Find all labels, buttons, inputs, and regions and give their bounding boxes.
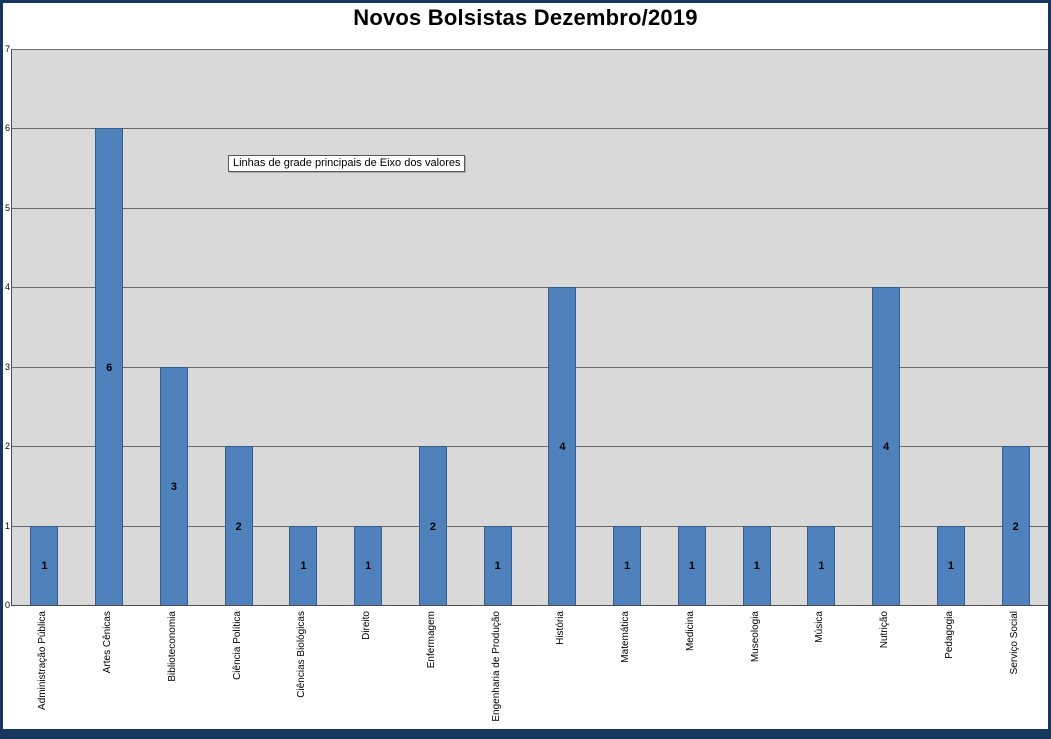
y-axis-tick-label: 4	[4, 282, 10, 293]
x-axis-category-label: Matemática	[620, 611, 632, 663]
bar[interactable]: 2	[1001, 446, 1030, 605]
bar[interactable]: 3	[159, 366, 188, 605]
bar[interactable]: 2	[418, 446, 447, 605]
bar[interactable]: 1	[613, 525, 642, 605]
bar-value-label: 1	[300, 560, 307, 573]
bar[interactable]: 1	[807, 525, 836, 605]
y-axis-tick-label: 6	[4, 123, 10, 134]
bar[interactable]: 1	[742, 525, 771, 605]
bar[interactable]: 6	[95, 128, 124, 605]
bar-value-label: 6	[106, 361, 113, 374]
bar[interactable]: 2	[224, 446, 253, 605]
x-axis-category-label: Nutrição	[879, 611, 891, 649]
bar[interactable]: 1	[354, 525, 383, 605]
bar[interactable]: 1	[289, 525, 318, 605]
x-axis-category-label: Biblioteconomia	[166, 611, 178, 682]
x-axis-category-label: Artes Cênicas	[102, 611, 114, 674]
bar-value-label: 1	[41, 560, 48, 573]
bar-value-label: 2	[429, 520, 436, 533]
bar[interactable]: 1	[677, 525, 706, 605]
x-axis-category-label: Enfermagem	[425, 611, 437, 669]
bar[interactable]: 4	[872, 287, 901, 605]
y-axis-tick-label: 1	[4, 520, 10, 531]
bar-value-label: 1	[494, 560, 501, 573]
y-axis-tick-label: 0	[4, 600, 10, 610]
plot-area: 1 6 3 2 1 1 2 1 4 1 1 1 1 4 1 2	[11, 49, 1048, 606]
x-axis-category-label: Engenharia de Produção	[490, 611, 502, 722]
gridline[interactable]	[12, 49, 1048, 50]
y-axis-tick-label: 7	[4, 44, 10, 54]
x-axis-category-label: Ciência Política	[231, 611, 243, 680]
bar-value-label: 1	[818, 560, 825, 573]
x-axis-category-label: Pedagogia	[943, 611, 955, 659]
bar[interactable]: 1	[30, 525, 59, 605]
gridlines-tooltip: Linhas de grade principais de Eixo dos v…	[228, 155, 466, 172]
gridline[interactable]	[12, 287, 1048, 289]
x-axis-category-label: Ciências Biológicas	[296, 611, 308, 698]
bar[interactable]: 4	[548, 287, 577, 605]
bar-value-label: 2	[1012, 520, 1019, 533]
x-axis-category-label: Direito	[361, 611, 373, 640]
bar[interactable]: 1	[936, 525, 965, 605]
gridline[interactable]	[12, 128, 1048, 130]
bar-value-label: 1	[753, 560, 760, 573]
bar-value-label: 1	[365, 560, 372, 573]
gridline[interactable]	[12, 525, 1048, 527]
gridline[interactable]	[12, 366, 1048, 368]
x-axis-category-label: História	[555, 611, 567, 645]
x-axis-category-label: Museologia	[749, 611, 761, 663]
x-axis-category-label: Administração Pública	[37, 611, 49, 710]
y-axis-tick-label: 5	[4, 202, 10, 213]
gridline[interactable]	[12, 446, 1048, 448]
bar-value-label: 3	[170, 480, 177, 493]
y-axis-tick-label: 2	[4, 441, 10, 452]
bar-value-label: 2	[235, 520, 242, 533]
bar-value-label: 1	[688, 560, 695, 573]
chart-title: Novos Bolsistas Dezembro/2019	[353, 5, 698, 30]
bar[interactable]: 1	[483, 525, 512, 605]
x-axis-category-label: Serviço Social	[1008, 611, 1020, 675]
bar-value-label: 1	[947, 560, 954, 573]
x-axis-category-label: Medicina	[684, 611, 696, 652]
y-axis-tick-label: 3	[4, 361, 10, 372]
bar-value-label: 4	[883, 441, 890, 454]
gridline[interactable]	[12, 207, 1048, 209]
bar-value-label: 1	[624, 560, 631, 573]
bar-value-label: 4	[559, 441, 566, 454]
x-axis-category-label: Música	[814, 611, 826, 643]
